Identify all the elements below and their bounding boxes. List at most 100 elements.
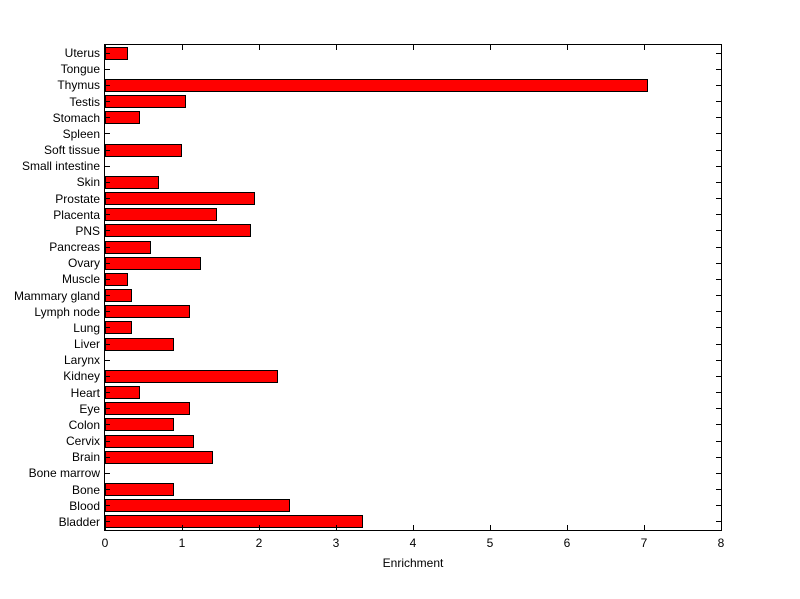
y-tick-mark [716,68,721,70]
y-tick-mark [716,408,721,410]
x-tick-label-8: 8 [717,536,725,550]
x-tick-label-5: 5 [486,536,494,550]
y-tick-label-lung: Lung [73,320,100,335]
y-tick-label-skin: Skin [76,175,100,190]
y-tick-mark [716,489,721,491]
y-tick-mark [105,133,110,135]
bar-liver [105,337,175,351]
x-tick-label-7: 7 [640,536,648,550]
y-tick-mark [105,505,110,507]
x-tick-mark [412,525,414,530]
y-tick-mark [716,392,721,394]
bar-bladder [105,515,363,529]
bar-colon [105,418,175,432]
bar-blood [105,499,290,513]
y-tick-mark [105,262,110,264]
y-tick-label-bone-marrow: Bone marrow [28,466,100,481]
y-tick-mark [105,214,110,216]
y-tick-mark [105,52,110,54]
y-tick-mark [105,311,110,313]
y-tick-label-testis: Testis [69,94,100,109]
y-tick-mark [105,230,110,232]
y-tick-mark [105,246,110,248]
y-tick-label-small-intestine: Small intestine [21,159,100,174]
y-tick-mark [105,165,110,167]
y-tick-mark [716,440,721,442]
bar-thymus [105,78,648,92]
y-tick-label-larynx: Larynx [63,353,100,368]
bar-lymph-node [105,305,190,319]
x-tick-mark [489,525,491,530]
y-tick-mark [105,456,110,458]
y-tick-mark [716,181,721,183]
y-tick-label-cervix: Cervix [65,434,100,449]
y-tick-mark [716,359,721,361]
plot-area [104,44,722,531]
bar-kidney [105,369,279,383]
y-tick-mark [716,375,721,377]
y-tick-mark [716,149,721,151]
bar-soft-tissue [105,143,182,157]
x-tick-mark [566,525,568,530]
y-tick-label-brain: Brain [71,450,100,465]
y-tick-mark [716,278,721,280]
bar-bone [105,483,175,497]
x-tick-mark [720,45,722,50]
x-tick-label-6: 6 [563,536,571,550]
bar-brain [105,450,213,464]
y-tick-mark [105,278,110,280]
y-tick-mark [105,327,110,329]
x-tick-mark [566,45,568,50]
y-tick-mark [105,521,110,523]
y-tick-mark [105,295,110,297]
y-tick-label-pancreas: Pancreas [49,240,100,255]
bar-testis [105,95,186,109]
y-tick-label-eye: Eye [79,401,100,416]
y-tick-mark [716,101,721,103]
y-tick-label-soft-tissue: Soft tissue [43,143,100,158]
bar-skin [105,175,159,189]
bar-prostate [105,192,256,206]
y-tick-mark [105,440,110,442]
y-tick-mark [716,521,721,523]
x-tick-mark [720,525,722,530]
x-tick-mark [489,45,491,50]
y-tick-mark [716,343,721,345]
x-tick-mark [335,45,337,50]
y-tick-label-stomach: Stomach [52,110,100,125]
y-tick-mark [105,472,110,474]
y-tick-mark [716,230,721,232]
y-tick-label-spleen: Spleen [62,126,100,141]
y-tick-mark [105,117,110,119]
y-tick-mark [105,68,110,70]
bar-stomach [105,111,140,125]
y-tick-label-tongue: Tongue [60,62,100,77]
bar-pns [105,224,252,238]
y-tick-label-ovary: Ovary [67,256,100,271]
y-tick-label-heart: Heart [70,385,100,400]
y-tick-mark [716,117,721,119]
y-tick-mark [716,246,721,248]
y-tick-label-pns: PNS [75,223,100,238]
y-tick-mark [716,214,721,216]
y-tick-mark [716,311,721,313]
x-tick-label-4: 4 [409,536,417,550]
bar-eye [105,402,190,416]
y-tick-label-placenta: Placenta [53,207,100,222]
y-tick-mark [105,198,110,200]
y-tick-mark [716,424,721,426]
y-tick-label-lymph-node: Lymph node [34,304,100,319]
y-tick-label-blood: Blood [69,498,100,513]
y-tick-mark [105,489,110,491]
y-tick-label-muscle: Muscle [61,272,100,287]
y-tick-mark [105,375,110,377]
y-tick-mark [716,52,721,54]
x-tick-mark [181,525,183,530]
x-tick-mark [181,45,183,50]
y-tick-mark [716,295,721,297]
y-tick-label-bladder: Bladder [58,514,100,529]
y-tick-mark [105,149,110,151]
y-tick-mark [105,343,110,345]
bar-pancreas [105,240,152,254]
